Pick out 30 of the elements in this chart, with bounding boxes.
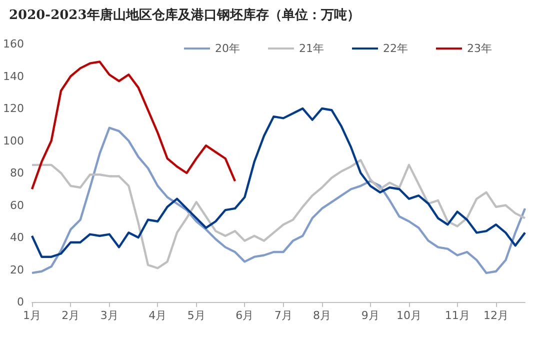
x-tick-label: 5月 (187, 309, 206, 322)
x-tick-label: 12月 (484, 309, 508, 322)
x-tick-label: 11月 (444, 309, 470, 322)
legend-label: 20年 (215, 42, 240, 55)
y-tick-label: 100 (3, 134, 24, 148)
y-tick-label: 40 (10, 231, 24, 244)
chart-title: 2020-2023年唐山地区仓库及港口钢坯库存（单位：万吨） (9, 7, 360, 23)
y-tick-label: 160 (3, 38, 24, 50)
y-tick-label: 20 (10, 263, 24, 276)
y-tick-label: 140 (3, 70, 24, 83)
x-tick-label: 2月 (62, 309, 80, 322)
y-tick-label: 0 (17, 296, 24, 308)
line-series (30, 60, 236, 190)
x-tick-label: 6月 (236, 309, 254, 322)
y-tick-label: 80 (10, 166, 24, 180)
legend-label: 22年 (383, 42, 408, 55)
x-tick-label: 7月 (274, 309, 292, 322)
x-tick-label: 4月 (148, 309, 167, 322)
x-tick-label: 10月 (396, 309, 422, 322)
y-tick-label: 120 (3, 102, 24, 115)
line-series (30, 107, 526, 258)
x-tick-label: 8月 (313, 309, 331, 322)
x-tick-label: 1月 (23, 309, 41, 322)
x-tick-label: 3月 (100, 309, 118, 322)
line-series (30, 126, 526, 274)
legend-label: 23年 (467, 42, 492, 55)
line-series (30, 159, 526, 270)
x-tick-label: 9月 (361, 309, 380, 322)
y-tick-label: 60 (10, 198, 24, 212)
legend-label: 21年 (299, 42, 324, 55)
